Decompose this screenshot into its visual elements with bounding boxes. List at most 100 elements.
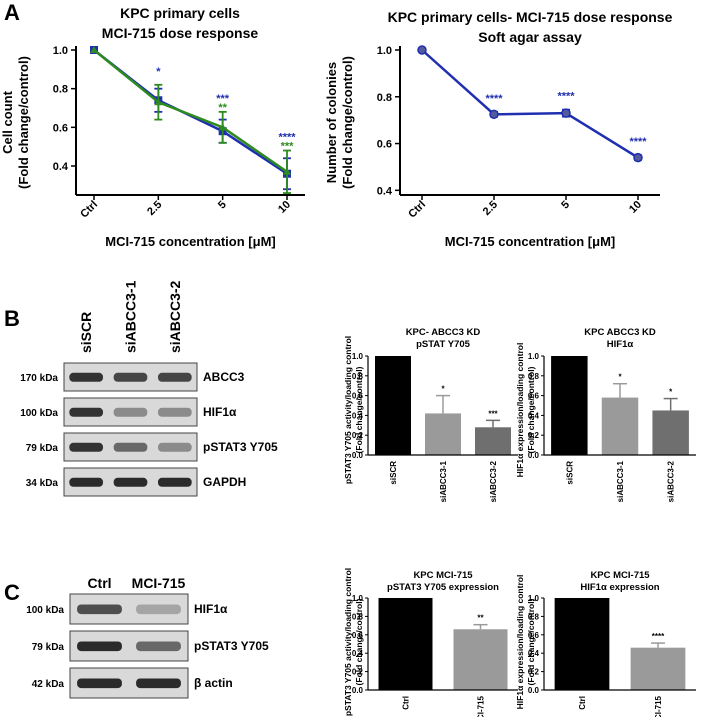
molecular-weight-label: 42 kDa (32, 679, 65, 690)
y-axis-label-2: (Fold change/control) (526, 598, 536, 685)
lane-label: Ctrl (87, 575, 111, 591)
chart-title: KPC MCI-715 (413, 570, 473, 581)
y-tick-label: 0.2 (528, 668, 540, 677)
western-blot-c: Ctrl MCI-715 100 kDa HIF1α 79 kDa pSTAT3 Y705… (26, 575, 269, 699)
y-tick-label: 0.4 (528, 411, 540, 420)
y-tick-label: 0.4 (377, 185, 393, 197)
series-line (93, 49, 288, 173)
significance-stars: *** (488, 409, 498, 418)
significance-stars: *** (281, 141, 295, 153)
blot-band (69, 407, 104, 417)
x-tick-label: siABCC3-2 (667, 460, 676, 502)
significance-stars: * (669, 388, 673, 397)
significance-stars: **** (278, 132, 296, 144)
blot-band (113, 372, 148, 382)
protein-label: GAPDH (203, 475, 246, 489)
series-line (421, 49, 639, 159)
chart-title: KPC primary cells (120, 5, 240, 21)
blot-band (157, 477, 192, 487)
chart-title: KPC primary cells- MCI-715 dose response (388, 9, 673, 25)
bar (375, 356, 411, 455)
y-tick-label: 0.6 (377, 139, 392, 151)
data-point (561, 108, 571, 118)
y-tick-label: 0.0 (352, 686, 364, 695)
y-tick-label: 0.4 (53, 161, 69, 173)
protein-label: pSTAT3 Y705 (194, 639, 269, 653)
significance-stars: **** (652, 632, 665, 641)
lane-label: MCI-715 (132, 575, 186, 591)
x-tick-label: 10 (627, 199, 644, 216)
y-axis-label-2: (Fold change/control) (354, 366, 364, 453)
blot-band (113, 442, 148, 452)
y-axis-label-2: (Fold change/control) (340, 56, 355, 189)
data-point (633, 152, 643, 163)
x-tick-label: MCI-715 (477, 695, 486, 717)
data-point (154, 98, 163, 106)
blot-band (136, 604, 181, 615)
blot-band (157, 407, 192, 417)
bar (475, 427, 511, 455)
blot-band (69, 477, 104, 487)
x-tick-label: 5 (559, 199, 572, 212)
chart-title: KPC MCI-715 (590, 570, 650, 581)
significance-stars: ** (218, 102, 227, 114)
chart-subtitle: MCI-715 dose response (102, 25, 259, 41)
protein-label: β actin (194, 676, 233, 690)
y-tick-label: 0.2 (352, 431, 364, 440)
y-tick-label: 0.8 (352, 372, 364, 381)
significance-stars: ** (477, 614, 484, 623)
y-tick-label: 0.2 (528, 431, 540, 440)
x-axis-label: MCI-715 concentration [μM] (105, 234, 275, 249)
blot-band (136, 641, 181, 652)
chart-title: KPC- ABCC3 KD (406, 327, 481, 338)
blot-band (69, 442, 104, 452)
data-point (489, 109, 499, 120)
y-tick-label: 0.4 (352, 411, 364, 420)
y-tick-label: 0.0 (352, 451, 364, 460)
x-tick-label: Ctrl (406, 199, 428, 221)
y-tick-label: 0.6 (53, 122, 68, 134)
y-axis-label: Cell count (0, 90, 15, 154)
western-blot-b: siSCR siABCC3-1 siABCC3-2 170 kDa ABCC3 100 k… (20, 280, 278, 497)
x-tick-label: MCI-715 (654, 695, 663, 717)
blot-band (69, 372, 104, 382)
data-point (417, 45, 427, 55)
lane-label: siABCC3-2 (167, 280, 183, 353)
y-tick-label: 1.0 (377, 45, 392, 57)
y-tick-label: 0.6 (528, 631, 540, 640)
data-point (283, 167, 291, 175)
x-tick-label: Ctrl (78, 199, 100, 221)
significance-stars: * (156, 66, 161, 78)
y-tick-label: 0.4 (352, 649, 364, 658)
y-tick-label: 0.2 (352, 668, 364, 677)
y-tick-label: 1.0 (528, 352, 540, 361)
y-tick-label: 0.8 (528, 612, 540, 621)
panel-letter-b: B (4, 306, 20, 331)
y-tick-label: 1.0 (528, 594, 540, 603)
data-point (90, 46, 98, 53)
chart-subtitle: pSTAT Y705 (416, 339, 471, 350)
protein-label: ABCC3 (203, 370, 245, 384)
bar (378, 598, 433, 690)
chart-subtitle: HIF1α (607, 339, 634, 350)
molecular-weight-label: 100 kDa (26, 605, 64, 616)
blot-band (157, 372, 192, 382)
y-tick-label: 0.0 (528, 451, 540, 460)
x-tick-label: 10 (276, 199, 293, 216)
x-tick-label: siABCC3-1 (616, 460, 625, 502)
bar (652, 410, 689, 455)
x-tick-label: Ctrl (402, 696, 411, 710)
panel-letter-a: A (4, 0, 20, 25)
data-point (218, 123, 227, 131)
x-axis-label: MCI-715 concentration [μM] (445, 234, 615, 249)
y-axis-label: HIF1α expression/loading control (515, 343, 525, 478)
bar (453, 629, 508, 690)
y-axis-label: Number of colonies (324, 62, 339, 183)
bar (554, 598, 610, 690)
chart-cell-count: KPC primary cells MCI-715 dose response 0.… (0, 5, 305, 249)
x-tick-label: siABCC3-1 (439, 460, 448, 502)
molecular-weight-label: 34 kDa (26, 478, 59, 489)
blot-band (136, 678, 181, 689)
